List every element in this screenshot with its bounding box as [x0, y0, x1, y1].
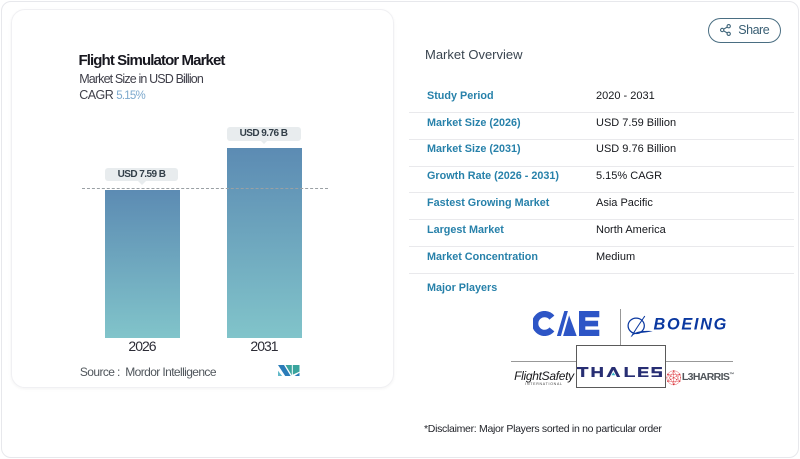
svg-text:BOEING: BOEING: [653, 315, 727, 333]
